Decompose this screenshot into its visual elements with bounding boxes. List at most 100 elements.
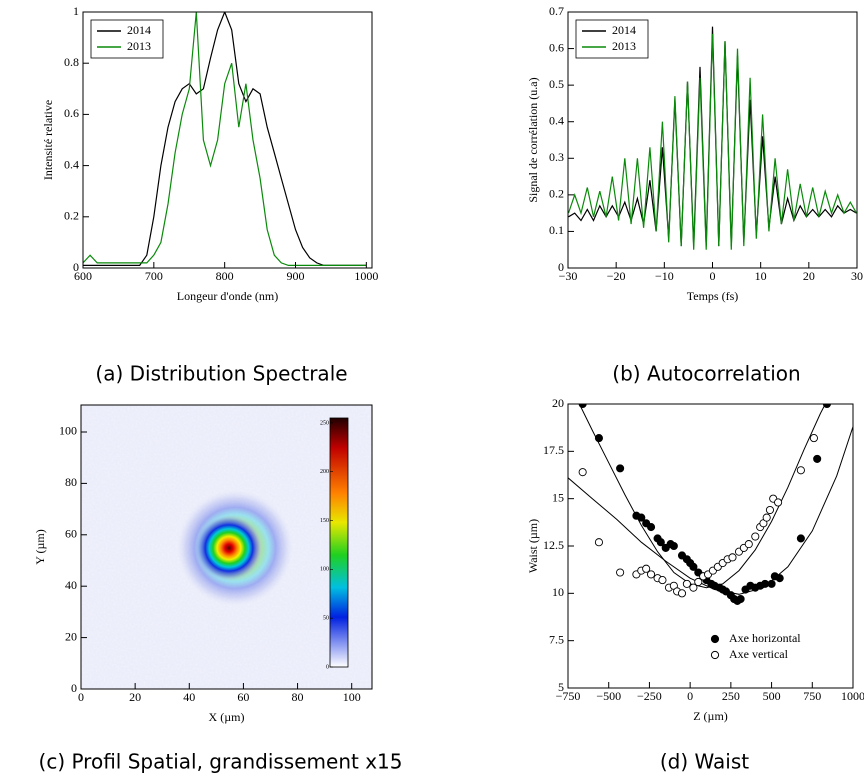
colorbar-tick-label: 150 [320,518,329,524]
x-tick-label: 1000 [841,689,864,703]
point [774,499,781,506]
x-axis-label: Longeur d'onde (nm) [177,289,278,303]
point [617,569,624,576]
x-tick-label: 60 [237,690,249,704]
legend-label: Axe horizontal [729,631,801,645]
caption: (c) Profil Spatial, grandissement x15 [39,750,403,774]
y-tick-label: 15 [552,490,564,504]
legend-label: 2013 [127,39,151,53]
x-tick-label: −20 [607,269,626,283]
point [617,465,624,472]
legend-label: 2014 [612,23,636,37]
point [683,580,690,587]
point [595,434,602,441]
point [810,434,817,441]
y-tick-label: 12.5 [543,538,564,552]
point [737,595,744,602]
y-tick-label: 1 [73,4,79,18]
legend-swatch [711,651,718,658]
y-tick-label: 0 [73,260,79,274]
point [595,539,602,546]
x-tick-label: 800 [216,269,234,283]
y-tick-label: 0.6 [64,106,79,120]
x-tick-label: −10 [655,269,674,283]
x-tick-label: 900 [287,269,305,283]
x-tick-label: 100 [343,690,361,704]
point [768,580,775,587]
colorbar-tick-label: 0 [326,664,329,670]
y-tick-label: 20 [552,396,564,410]
page: {"chart_data": [ {"type": "line", "capti… [0,0,864,778]
x-axis-label: Temps (fs) [687,289,738,303]
y-axis-label: Intensité relative [41,100,55,180]
caption: (d) Waist [660,750,749,774]
x-tick-label: −250 [637,689,662,703]
x-tick-label: 20 [803,269,815,283]
y-axis-label: Waist (µm) [526,519,540,573]
legend-label: 2014 [127,23,151,37]
x-tick-label: 250 [722,689,740,703]
y-tick-label: 0.2 [549,187,564,201]
y-tick-label: 0.3 [549,150,564,164]
fit-curve [579,404,825,588]
colorbar-tick-label: 50 [323,616,329,622]
legend-label: Axe vertical [729,647,789,661]
legend-label: 2013 [612,39,636,53]
y-tick-label: 80 [65,475,77,489]
x-axis-label: X (µm) [209,710,245,724]
colorbar-tick-label: 250 [320,420,329,426]
x-tick-label: 20 [129,690,141,704]
y-tick-label: 60 [65,527,77,541]
point [776,575,783,582]
plot-frame [568,404,853,688]
y-tick-label: 0.6 [549,40,564,54]
y-tick-label: 7.5 [549,632,564,646]
colorbar [330,418,348,667]
y-tick-label: 0.5 [549,77,564,91]
point [678,590,685,597]
x-tick-label: 700 [145,269,163,283]
x-tick-label: 0 [78,690,84,704]
y-axis-label: Y (µm) [33,529,47,564]
line-series [569,27,857,247]
caption: (a) Distribution Spectrale [95,362,347,386]
line-series [569,34,857,250]
x-tick-label: 0 [687,689,693,703]
x-tick-label: 500 [763,689,781,703]
x-tick-label: 1000 [354,269,378,283]
figure: 600700800900100000.20.40.60.81Longeur d'… [0,0,864,778]
point [766,506,773,513]
x-tick-label: 30 [851,269,863,283]
point [745,541,752,548]
point [647,571,654,578]
point [763,514,770,521]
y-tick-label: 20 [65,629,77,643]
y-tick-label: 40 [65,578,77,592]
point [797,535,804,542]
colorbar-tick-label: 100 [320,567,329,573]
point [752,533,759,540]
y-tick-label: 0.4 [549,113,564,127]
x-tick-label: 40 [183,690,195,704]
point [729,554,736,561]
point [659,576,666,583]
y-tick-label: 0.1 [549,223,564,237]
point [579,469,586,476]
y-tick-label: 100 [59,424,77,438]
point [797,467,804,474]
plot-area [569,27,857,250]
y-tick-label: 0.2 [64,209,79,223]
y-tick-label: 0.7 [549,4,564,18]
y-tick-label: 0 [558,260,564,274]
plot-area [568,400,853,604]
y-axis-label: Signal de corrélation (u.a) [526,77,540,202]
x-tick-label: −500 [596,689,621,703]
x-tick-label: 750 [803,689,821,703]
y-tick-label: 17.5 [543,443,564,457]
point [814,455,821,462]
caption: (b) Autocorrelation [612,362,800,386]
x-tick-label: 10 [755,269,767,283]
colorbar-tick-label: 200 [320,469,329,475]
x-tick-label: 0 [710,269,716,283]
x-tick-label: 80 [292,690,304,704]
